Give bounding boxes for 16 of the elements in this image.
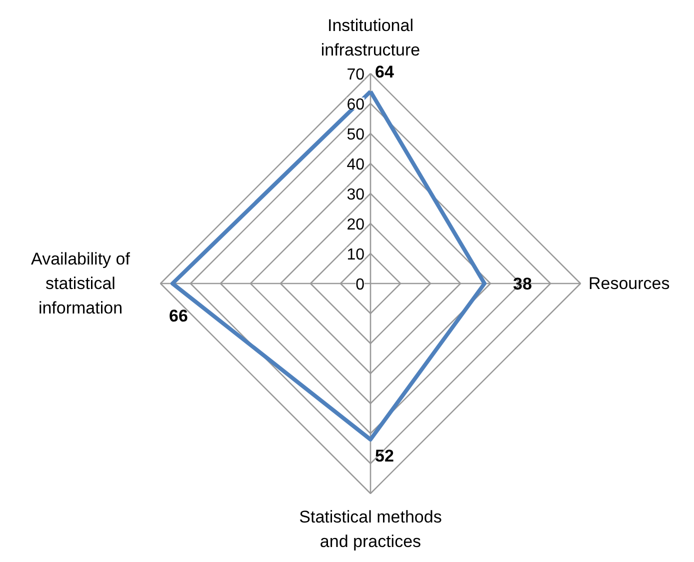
y-tick-label: 10 bbox=[346, 246, 365, 264]
data-label: 38 bbox=[513, 274, 532, 294]
y-tick-label: 20 bbox=[346, 216, 365, 234]
y-tick-label: 70 bbox=[346, 66, 365, 84]
y-tick-label: 40 bbox=[346, 156, 365, 174]
data-label: 64 bbox=[375, 62, 394, 82]
spoke-label: Resources bbox=[588, 274, 670, 293]
data-label: 66 bbox=[169, 306, 188, 326]
y-tick-label: 50 bbox=[346, 126, 365, 144]
spoke-label: Availability of statistical information bbox=[31, 249, 130, 318]
data-label: 52 bbox=[375, 446, 394, 466]
y-tick-label: 30 bbox=[346, 186, 365, 204]
spoke-label: Statistical methods and practices bbox=[299, 508, 442, 552]
y-tick-label: 0 bbox=[356, 276, 365, 294]
spoke-label: Institutional infrastructure bbox=[320, 16, 420, 60]
y-tick-label: 60 bbox=[346, 96, 365, 114]
